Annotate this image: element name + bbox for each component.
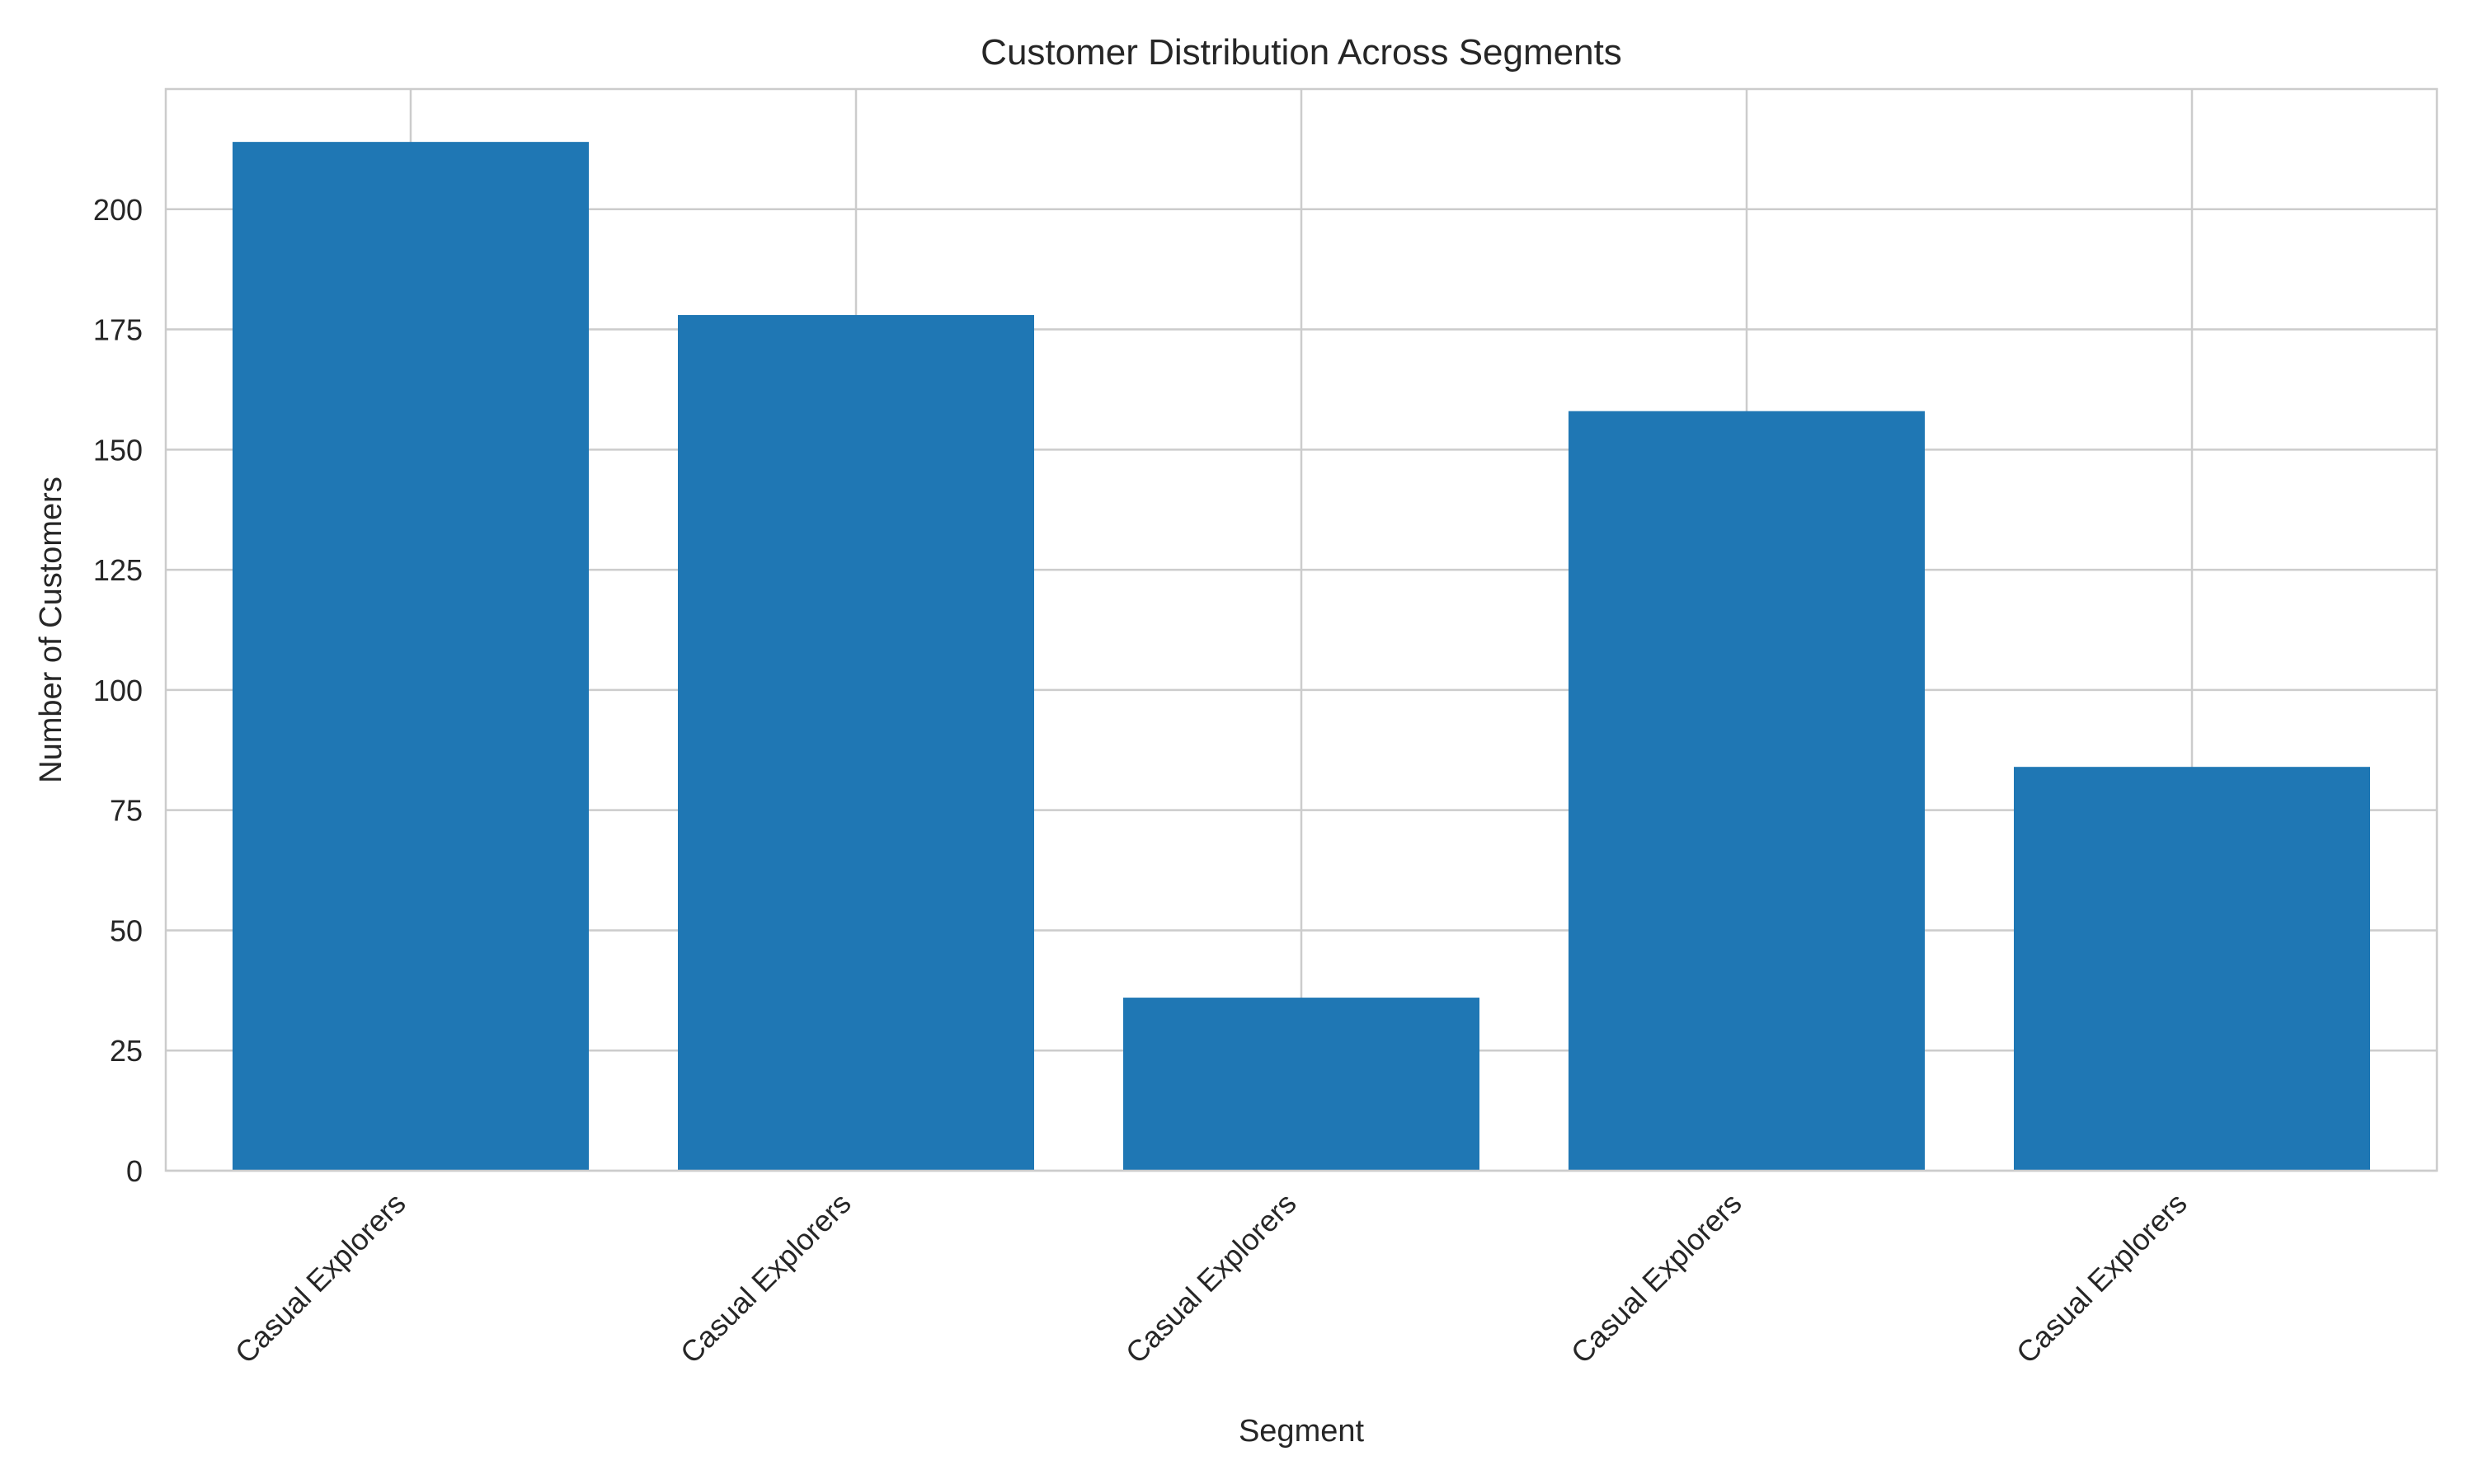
bar <box>1569 411 1925 1171</box>
x-tick-label: Casual Explorers <box>228 1186 412 1370</box>
y-tick-label: 125 <box>93 553 143 587</box>
y-tick-labels: 0 25 50 75 100 125 150 175 200 <box>93 193 143 1188</box>
x-tick-labels: Casual Explorers Casual Explorers Casual E… <box>228 1186 2194 1370</box>
y-tick-label: 25 <box>110 1034 143 1068</box>
y-tick-label: 100 <box>93 674 143 707</box>
bar <box>2014 767 2370 1171</box>
x-tick-label: Casual Explorers <box>1119 1186 1303 1370</box>
bar <box>678 315 1034 1171</box>
y-tick-label: 50 <box>110 913 143 947</box>
y-axis-label: Number of Customers <box>34 477 68 783</box>
y-tick-label: 0 <box>126 1154 143 1188</box>
bar <box>1123 998 1479 1171</box>
plot-frame <box>164 87 2439 1172</box>
chart-title: Customer Distribution Across Segments <box>981 32 1622 73</box>
y-tick-label: 175 <box>93 313 143 347</box>
x-tick-label: Casual Explorers <box>1564 1186 1748 1370</box>
bars <box>233 142 2370 1172</box>
x-tick-label: Casual Explorers <box>2010 1186 2194 1370</box>
x-axis-label: Segment <box>1239 1414 1365 1449</box>
y-tick-label: 150 <box>93 433 143 467</box>
bar <box>233 142 589 1172</box>
y-tick-label: 75 <box>110 794 143 828</box>
x-tick-label: Casual Explorers <box>674 1186 858 1370</box>
y-tick-label: 200 <box>93 193 143 227</box>
